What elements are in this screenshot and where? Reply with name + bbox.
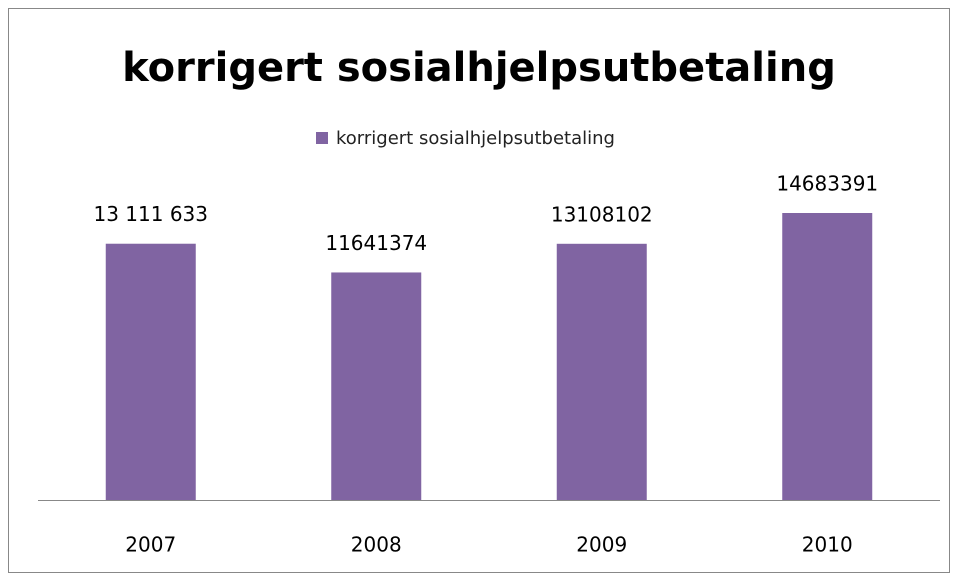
bar: [331, 272, 422, 500]
data-label: 11641374: [325, 231, 427, 255]
x-tick-label: 2009: [576, 533, 627, 557]
bar: [782, 213, 873, 500]
x-tick-label: 2008: [351, 533, 402, 557]
bar: [105, 243, 196, 500]
x-tick-label: 2007: [125, 533, 176, 557]
legend-swatch: [316, 132, 328, 144]
x-tick-label: 2010: [802, 533, 853, 557]
chart-title: korrigert sosialhjelpsutbetaling: [122, 45, 836, 91]
legend-label: korrigert sosialhjelpsutbetaling: [336, 128, 615, 149]
bar: [556, 243, 647, 500]
data-label: 13108102: [551, 202, 653, 226]
data-label: 14683391: [776, 172, 878, 196]
data-label: 13 111 633: [93, 202, 208, 226]
